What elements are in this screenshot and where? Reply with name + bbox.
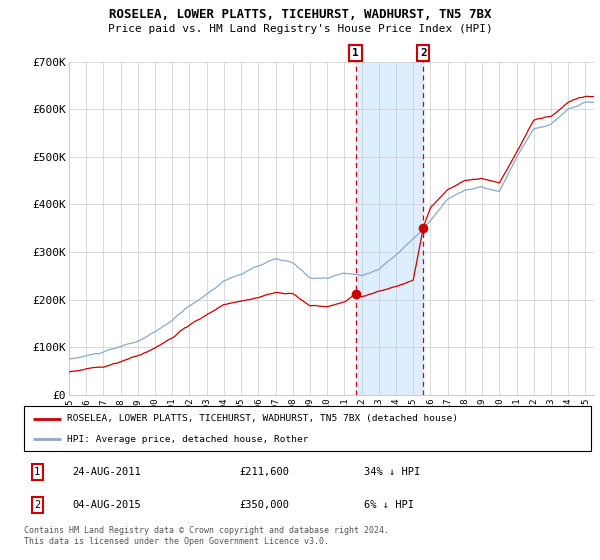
Text: £350,000: £350,000: [239, 500, 289, 510]
Text: HPI: Average price, detached house, Rother: HPI: Average price, detached house, Roth…: [67, 435, 308, 444]
Bar: [356, 62, 424, 395]
Text: 34% ↓ HPI: 34% ↓ HPI: [364, 467, 421, 477]
Text: 6% ↓ HPI: 6% ↓ HPI: [364, 500, 414, 510]
Text: 04-AUG-2015: 04-AUG-2015: [72, 500, 141, 510]
Text: 1: 1: [352, 48, 359, 58]
Text: 2: 2: [34, 500, 40, 510]
Text: 2: 2: [420, 48, 427, 58]
Text: ROSELEA, LOWER PLATTS, TICEHURST, WADHURST, TN5 7BX (detached house): ROSELEA, LOWER PLATTS, TICEHURST, WADHUR…: [67, 414, 458, 423]
Text: Price paid vs. HM Land Registry's House Price Index (HPI): Price paid vs. HM Land Registry's House …: [107, 24, 493, 34]
Text: £211,600: £211,600: [239, 467, 289, 477]
Text: 24-AUG-2011: 24-AUG-2011: [72, 467, 141, 477]
Text: ROSELEA, LOWER PLATTS, TICEHURST, WADHURST, TN5 7BX: ROSELEA, LOWER PLATTS, TICEHURST, WADHUR…: [109, 8, 491, 21]
Text: 1: 1: [34, 467, 40, 477]
Text: Contains HM Land Registry data © Crown copyright and database right 2024.
This d: Contains HM Land Registry data © Crown c…: [24, 526, 389, 546]
